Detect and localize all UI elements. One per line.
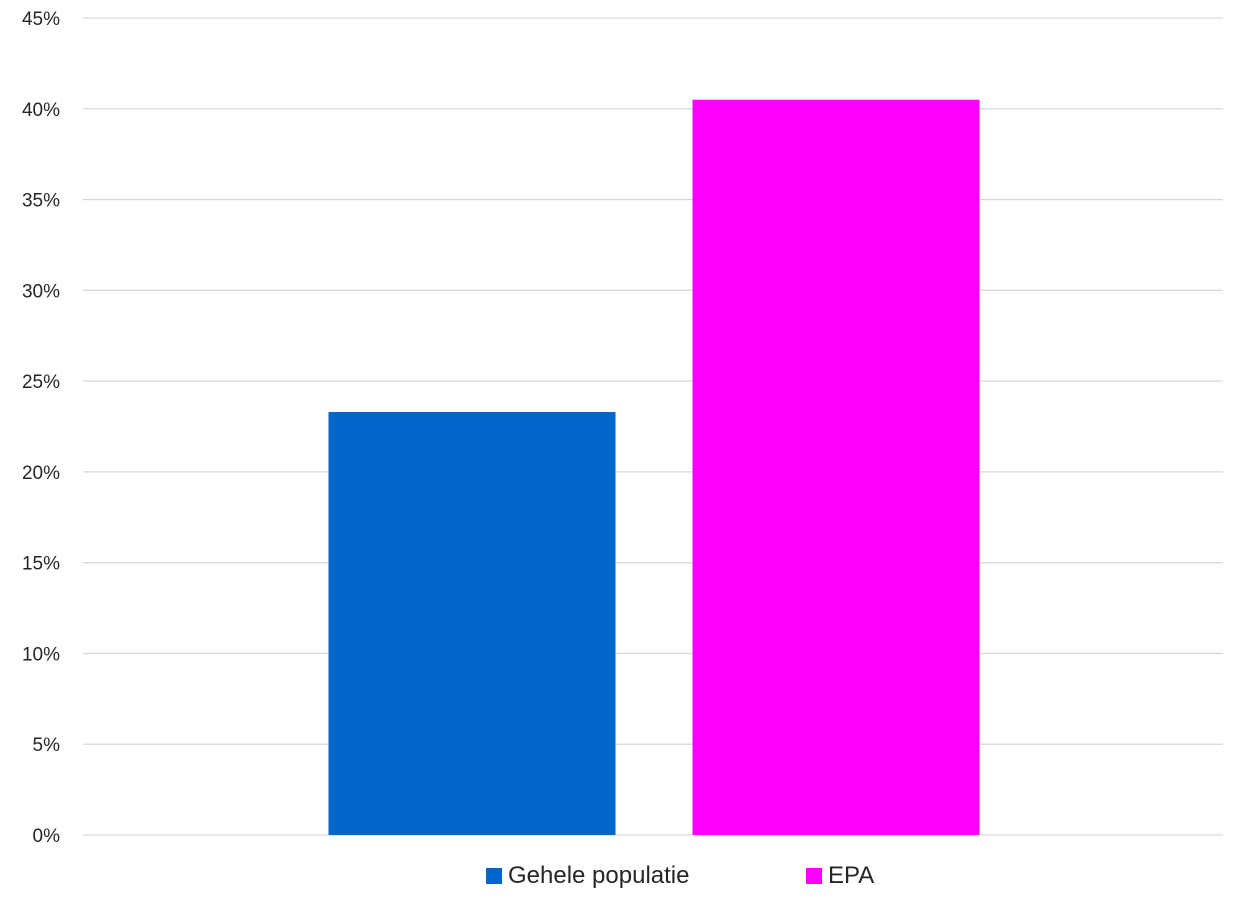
y-tick-label: 0% <box>33 826 61 847</box>
y-tick-label: 35% <box>22 191 60 212</box>
legend-label: Gehele populatie <box>508 862 689 889</box>
y-tick-label: 15% <box>22 554 60 575</box>
y-tick-label: 10% <box>22 644 60 665</box>
y-tick-label: 25% <box>22 372 60 393</box>
y-tick-label: 30% <box>22 281 60 302</box>
legend: Gehele populatie EPA <box>486 862 874 889</box>
legend-label: EPA <box>828 862 874 889</box>
y-tick-label: 45% <box>22 9 60 30</box>
y-tick-label: 40% <box>22 100 60 121</box>
bars <box>328 99 980 835</box>
gridlines <box>83 17 1223 836</box>
legend-swatch <box>806 868 822 884</box>
y-tick-label: 5% <box>33 735 61 756</box>
y-axis-tick-labels: 0% 5% 10% 15% 20% 25% 30% 35% 40% 45% <box>22 9 60 847</box>
bar-gehele-populatie <box>328 411 616 835</box>
y-tick-label: 20% <box>22 463 60 484</box>
legend-swatch <box>486 868 502 884</box>
bar-epa <box>692 99 980 835</box>
